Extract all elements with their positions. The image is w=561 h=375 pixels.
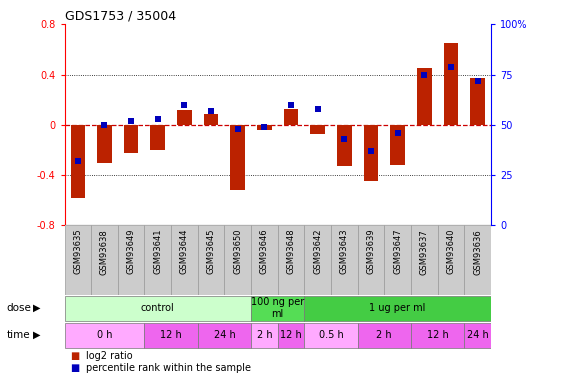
Text: log2 ratio: log2 ratio bbox=[86, 351, 132, 361]
Text: GSM93640: GSM93640 bbox=[447, 229, 456, 274]
Text: ▶: ▶ bbox=[33, 303, 40, 313]
Text: 12 h: 12 h bbox=[427, 330, 448, 340]
Bar bbox=[470, 78, 485, 125]
Text: GSM93646: GSM93646 bbox=[260, 229, 269, 274]
Bar bbox=[284, 108, 298, 125]
Text: GSM93649: GSM93649 bbox=[127, 229, 136, 274]
FancyBboxPatch shape bbox=[411, 225, 438, 295]
Text: GSM93637: GSM93637 bbox=[420, 229, 429, 274]
FancyBboxPatch shape bbox=[145, 225, 171, 295]
Bar bbox=[417, 68, 431, 125]
FancyBboxPatch shape bbox=[304, 225, 331, 295]
Text: GSM93641: GSM93641 bbox=[153, 229, 162, 274]
Text: control: control bbox=[141, 303, 174, 313]
Bar bbox=[390, 125, 405, 165]
FancyBboxPatch shape bbox=[65, 296, 251, 321]
Text: GSM93642: GSM93642 bbox=[313, 229, 322, 274]
Text: 12 h: 12 h bbox=[280, 330, 302, 340]
Text: GDS1753 / 35004: GDS1753 / 35004 bbox=[65, 9, 176, 22]
Text: GSM93638: GSM93638 bbox=[100, 229, 109, 274]
Bar bbox=[150, 125, 165, 150]
FancyBboxPatch shape bbox=[358, 225, 384, 295]
Bar bbox=[204, 114, 218, 125]
Text: GSM93639: GSM93639 bbox=[366, 229, 375, 274]
Bar bbox=[231, 125, 245, 190]
FancyBboxPatch shape bbox=[197, 225, 224, 295]
FancyBboxPatch shape bbox=[65, 225, 91, 295]
FancyBboxPatch shape bbox=[171, 225, 197, 295]
FancyBboxPatch shape bbox=[411, 323, 465, 348]
Text: GSM93636: GSM93636 bbox=[473, 229, 482, 274]
Text: GSM93643: GSM93643 bbox=[340, 229, 349, 274]
Text: ■: ■ bbox=[70, 363, 79, 373]
Text: ▶: ▶ bbox=[33, 330, 40, 340]
Text: GSM93635: GSM93635 bbox=[73, 229, 82, 274]
Bar bbox=[444, 43, 458, 125]
FancyBboxPatch shape bbox=[331, 225, 358, 295]
FancyBboxPatch shape bbox=[304, 296, 491, 321]
FancyBboxPatch shape bbox=[65, 323, 145, 348]
FancyBboxPatch shape bbox=[145, 323, 197, 348]
Bar bbox=[177, 110, 192, 125]
FancyBboxPatch shape bbox=[197, 323, 251, 348]
Bar bbox=[124, 125, 139, 153]
Text: time: time bbox=[7, 330, 30, 340]
Text: dose: dose bbox=[7, 303, 31, 313]
Bar bbox=[257, 125, 272, 130]
Text: 1 ug per ml: 1 ug per ml bbox=[370, 303, 426, 313]
FancyBboxPatch shape bbox=[118, 225, 145, 295]
FancyBboxPatch shape bbox=[224, 225, 251, 295]
Text: GSM93650: GSM93650 bbox=[233, 229, 242, 274]
FancyBboxPatch shape bbox=[465, 323, 491, 348]
Text: 0 h: 0 h bbox=[96, 330, 112, 340]
Text: 0.5 h: 0.5 h bbox=[319, 330, 343, 340]
Text: GSM93644: GSM93644 bbox=[180, 229, 189, 274]
Text: GSM93648: GSM93648 bbox=[287, 229, 296, 274]
FancyBboxPatch shape bbox=[465, 225, 491, 295]
Text: 24 h: 24 h bbox=[214, 330, 235, 340]
FancyBboxPatch shape bbox=[384, 225, 411, 295]
FancyBboxPatch shape bbox=[304, 323, 358, 348]
FancyBboxPatch shape bbox=[278, 323, 304, 348]
Text: GSM93645: GSM93645 bbox=[206, 229, 215, 274]
FancyBboxPatch shape bbox=[251, 296, 304, 321]
Text: GSM93647: GSM93647 bbox=[393, 229, 402, 274]
FancyBboxPatch shape bbox=[91, 225, 118, 295]
Bar bbox=[310, 125, 325, 134]
FancyBboxPatch shape bbox=[251, 323, 278, 348]
Text: 12 h: 12 h bbox=[160, 330, 182, 340]
FancyBboxPatch shape bbox=[251, 225, 278, 295]
Text: 2 h: 2 h bbox=[376, 330, 392, 340]
FancyBboxPatch shape bbox=[358, 323, 411, 348]
Text: 2 h: 2 h bbox=[256, 330, 272, 340]
Bar bbox=[337, 125, 352, 166]
Bar bbox=[71, 125, 85, 198]
Text: ■: ■ bbox=[70, 351, 79, 361]
FancyBboxPatch shape bbox=[438, 225, 465, 295]
Bar bbox=[364, 125, 378, 182]
Text: 24 h: 24 h bbox=[467, 330, 489, 340]
Text: 100 ng per
ml: 100 ng per ml bbox=[251, 297, 304, 319]
Bar bbox=[97, 125, 112, 163]
Text: percentile rank within the sample: percentile rank within the sample bbox=[86, 363, 251, 373]
FancyBboxPatch shape bbox=[278, 225, 304, 295]
